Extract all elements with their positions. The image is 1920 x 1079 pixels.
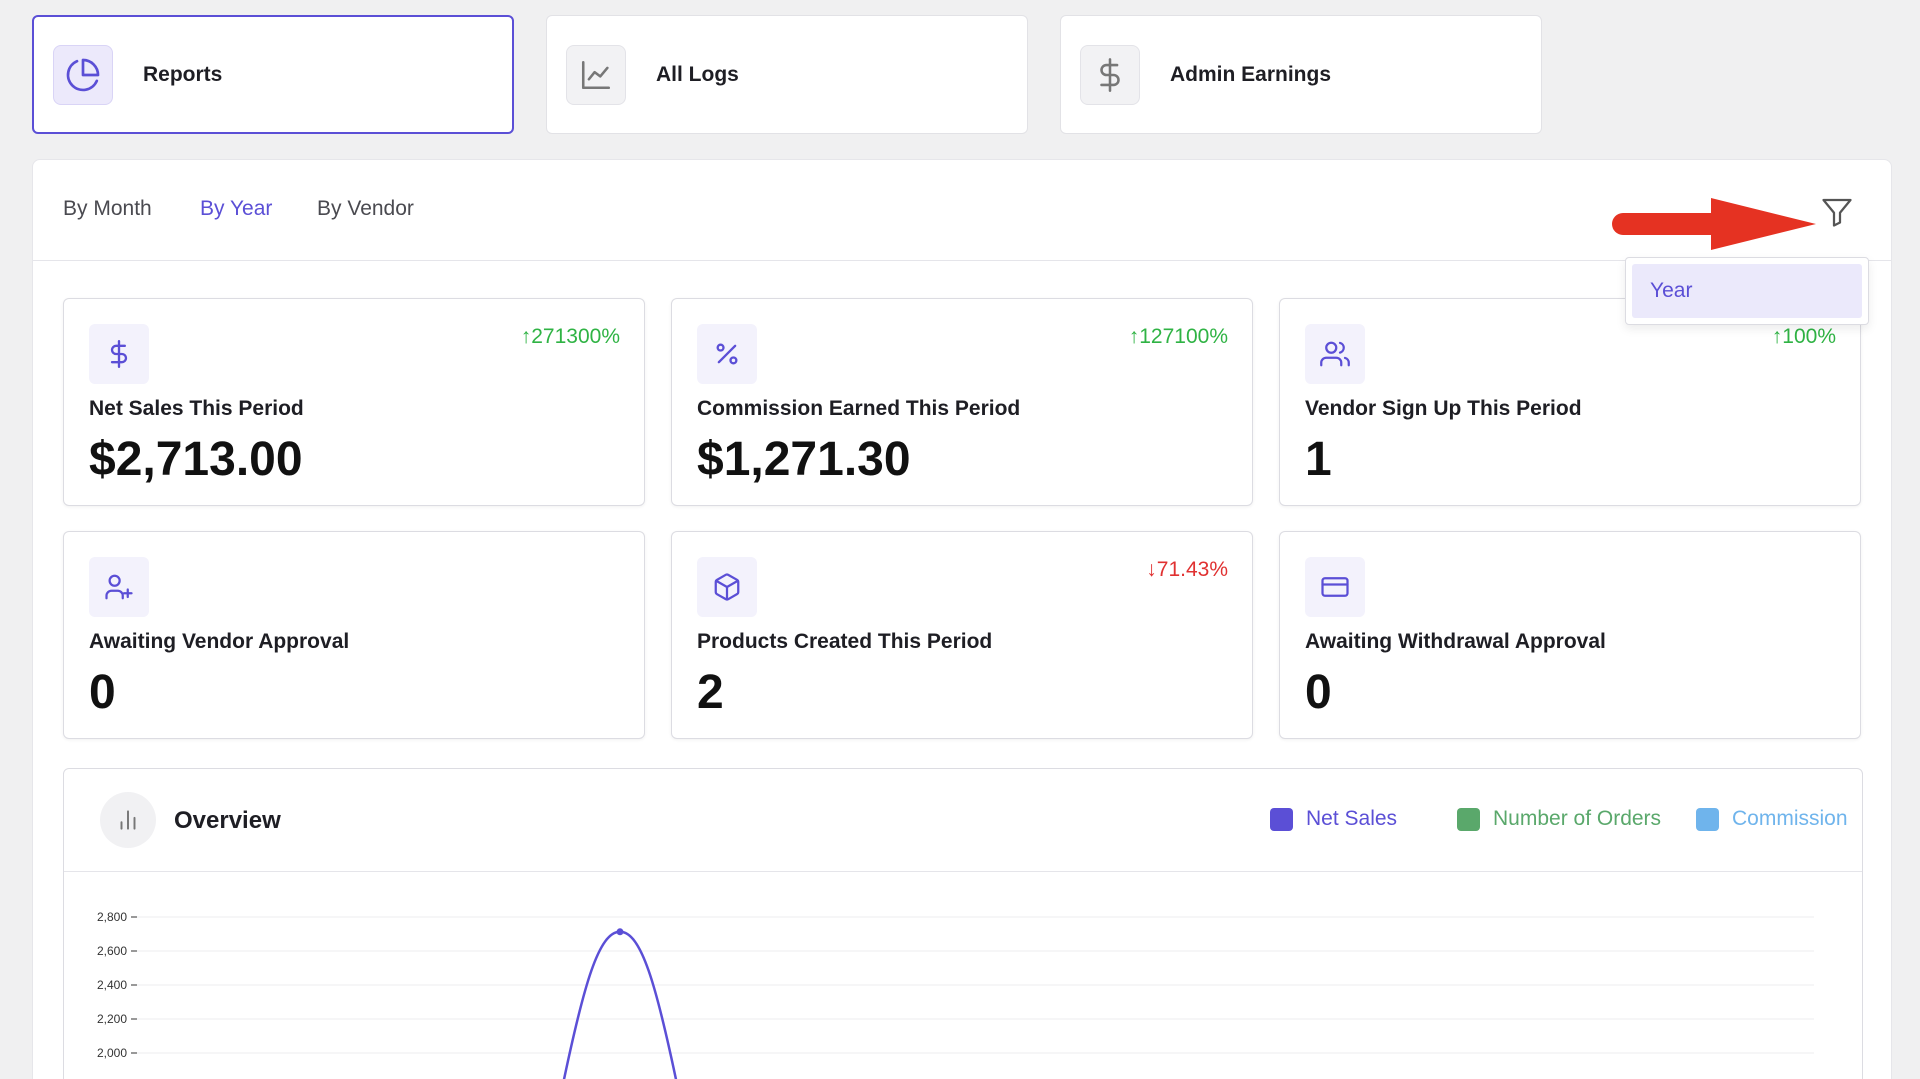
legend-swatch <box>1270 807 1293 831</box>
legend-commission[interactable]: Commission <box>1696 807 1848 831</box>
annotation-arrow <box>1612 198 1816 250</box>
stat-label: Awaiting Withdrawal Approval <box>1305 630 1606 653</box>
filter-icon[interactable] <box>1819 194 1855 230</box>
arrow-up-icon: ↑ <box>1128 325 1140 348</box>
legend-label: Number of Orders <box>1493 807 1662 830</box>
stat-value: 0 <box>1305 666 1332 719</box>
stat-card-vendor-signup: ↑100% Vendor Sign Up This Period 1 <box>1279 298 1861 506</box>
stat-value: 2 <box>697 666 724 719</box>
y-tick-label: 2,600 <box>97 944 127 958</box>
y-tick-label: 2,000 <box>97 1046 127 1060</box>
stat-card-commission: ↑127100% Commission Earned This Period $… <box>671 298 1253 506</box>
y-tick-label: 2,200 <box>97 1012 127 1026</box>
nav-card-admin-earnings[interactable]: Admin Earnings <box>1060 15 1542 134</box>
line-chart-icon <box>566 44 626 105</box>
dollar-icon <box>1080 44 1140 105</box>
percent-icon <box>697 324 757 384</box>
net-sales-line <box>562 930 678 1079</box>
bar-chart-icon <box>100 792 156 848</box>
arrow-down-icon: ↓ <box>1146 558 1157 581</box>
legend-net-sales[interactable]: Net Sales <box>1270 807 1397 831</box>
nav-card-reports[interactable]: Reports <box>32 15 514 134</box>
nav-label-reports: Reports <box>143 62 223 86</box>
stat-value: 0 <box>89 666 116 719</box>
legend-number-of-orders[interactable]: Number of Orders <box>1457 807 1661 831</box>
tab-by-month[interactable]: By Month <box>63 197 152 220</box>
nav-card-all-logs[interactable]: All Logs <box>546 15 1028 134</box>
legend-swatch <box>1696 807 1719 831</box>
stat-label: Awaiting Vendor Approval <box>89 630 350 653</box>
stat-card-awaiting-vendor: Awaiting Vendor Approval 0 <box>63 531 645 739</box>
legend-label: Commission <box>1732 807 1848 830</box>
stat-value: 1 <box>1305 433 1332 486</box>
change-badge: ↑271300% <box>520 325 620 348</box>
nav-label-admin-earnings: Admin Earnings <box>1170 62 1332 86</box>
nav-label-all-logs: All Logs <box>656 62 739 86</box>
user-plus-icon <box>89 557 149 617</box>
overview-header: Overview Net Sales Number of Orders Comm… <box>64 769 1862 872</box>
stat-card-products-created: ↓71.43% Products Created This Period 2 <box>671 531 1253 739</box>
y-tick-label: 2,400 <box>97 978 127 992</box>
legend-swatch <box>1457 807 1480 831</box>
stat-card-net-sales: ↑271300% Net Sales This Period $2,713.00 <box>63 298 645 506</box>
pie-chart-icon <box>53 44 113 105</box>
change-badge: ↑100% <box>1771 325 1836 348</box>
change-badge: ↑127100% <box>1128 325 1228 348</box>
arrow-up-icon: ↑ <box>1771 325 1783 348</box>
y-tick-label: 2,800 <box>97 910 127 924</box>
stat-value: $2,713.00 <box>89 433 303 486</box>
dropdown-option-year[interactable]: Year <box>1632 264 1862 318</box>
stat-card-awaiting-withdrawal: Awaiting Withdrawal Approval 0 <box>1279 531 1861 739</box>
box-icon <box>697 557 757 617</box>
overview-card: Overview Net Sales Number of Orders Comm… <box>63 768 1863 1079</box>
stat-value: $1,271.30 <box>697 433 911 486</box>
stat-label: Commission Earned This Period <box>697 397 1021 420</box>
stat-label: Vendor Sign Up This Period <box>1305 397 1582 420</box>
change-badge: ↓71.43% <box>1146 558 1228 581</box>
overview-title: Overview <box>174 807 281 834</box>
period-tabs: By Month By Year By Vendor <box>33 160 1891 261</box>
tab-by-year[interactable]: By Year <box>200 197 273 220</box>
tab-by-vendor[interactable]: By Vendor <box>317 197 414 220</box>
overview-chart: 2,800 2,600 2,400 2,200 2,000 <box>97 910 1814 1079</box>
arrow-up-icon: ↑ <box>520 325 532 348</box>
stat-label: Net Sales This Period <box>89 397 304 420</box>
stat-label: Products Created This Period <box>697 630 993 653</box>
dollar-icon <box>89 324 149 384</box>
credit-card-icon <box>1305 557 1365 617</box>
filter-dropdown: Year <box>1625 257 1869 325</box>
net-sales-point[interactable] <box>616 928 624 936</box>
legend-label: Net Sales <box>1306 807 1398 830</box>
reports-panel: By Month By Year By Vendor Year ↑271300%… <box>32 159 1892 1079</box>
users-icon <box>1305 324 1365 384</box>
